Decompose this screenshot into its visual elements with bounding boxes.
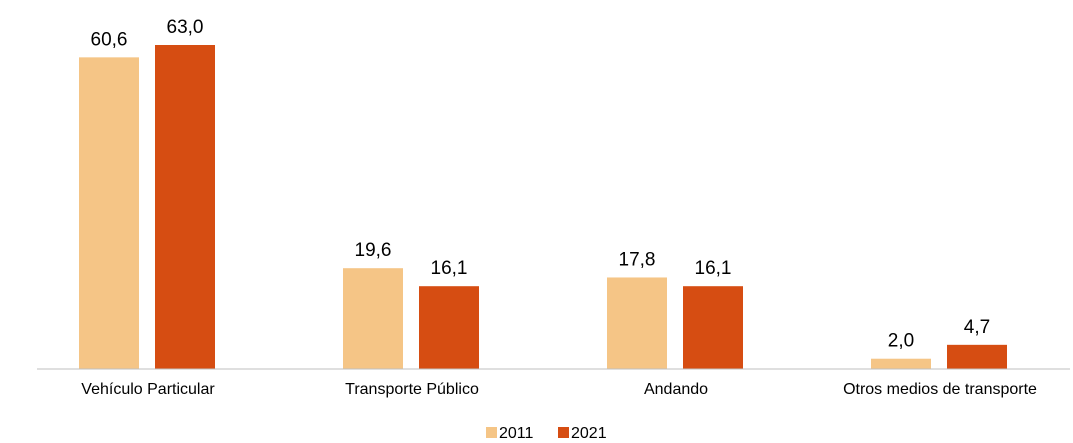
x-tick-label: Otros medios de transporte <box>843 381 1037 398</box>
bar <box>871 358 931 369</box>
legend-swatch <box>558 427 569 438</box>
bar <box>343 268 403 369</box>
bar <box>419 286 479 369</box>
data-label: 60,6 <box>91 29 128 50</box>
data-label: 2,0 <box>888 331 914 352</box>
legend-label: 2021 <box>571 425 607 442</box>
legend-swatch <box>486 427 497 438</box>
x-tick-label: Transporte Público <box>345 381 479 398</box>
bar <box>947 344 1007 369</box>
bar <box>155 45 215 369</box>
data-label: 16,1 <box>431 258 468 279</box>
legend-label: 2011 <box>499 425 534 442</box>
data-label: 4,7 <box>964 317 990 338</box>
x-tick-label: Andando <box>644 381 708 398</box>
data-label: 63,0 <box>167 17 204 38</box>
x-tick-label: Vehículo Particular <box>81 381 215 398</box>
data-label: 16,1 <box>695 258 732 279</box>
bar <box>79 57 139 369</box>
bar <box>683 286 743 369</box>
data-label: 19,6 <box>355 240 392 261</box>
data-label: 17,8 <box>619 249 656 270</box>
bar <box>607 277 667 369</box>
